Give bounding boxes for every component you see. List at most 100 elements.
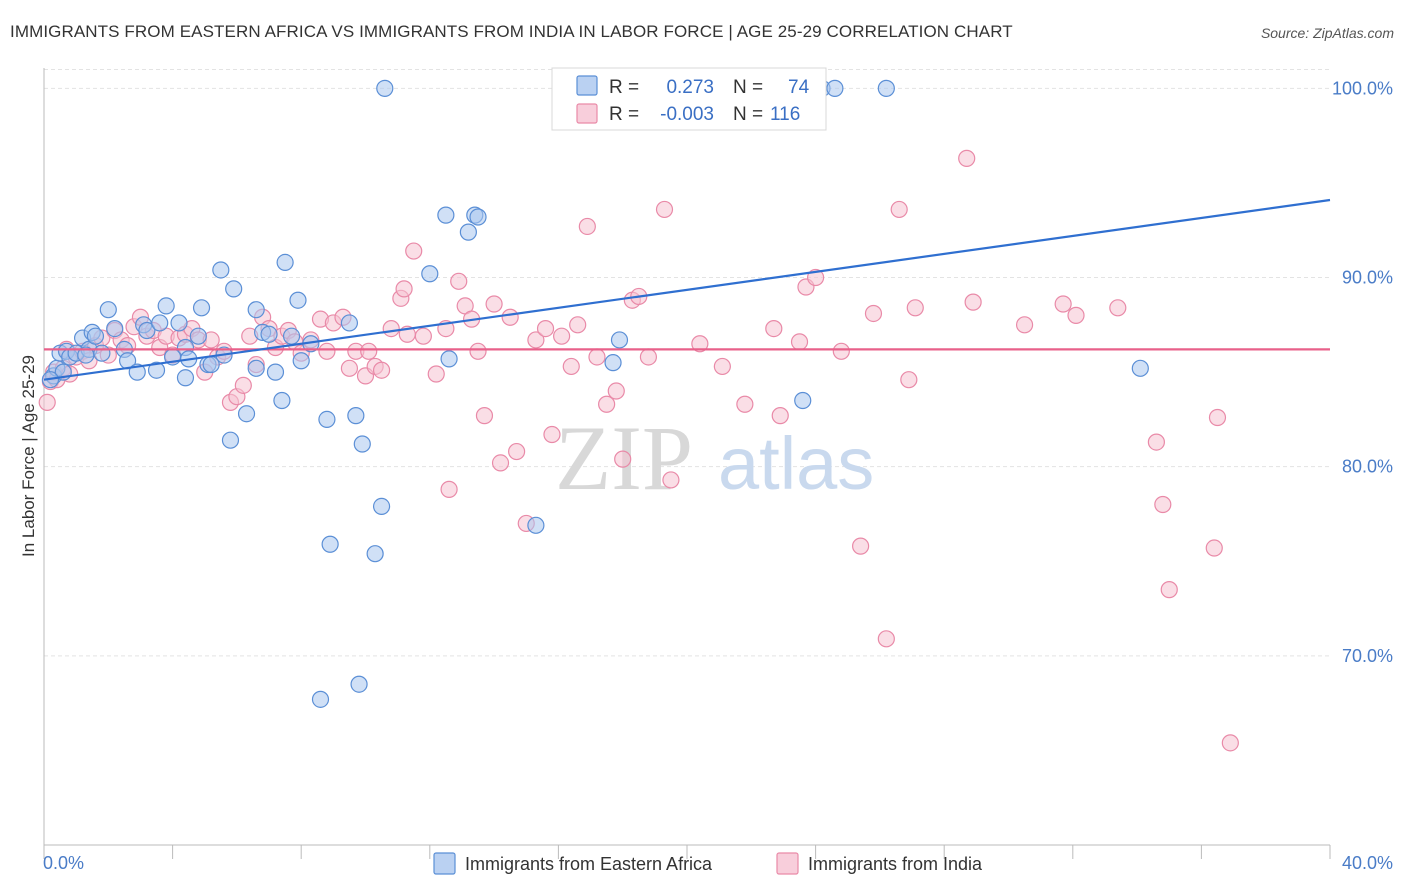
scatter-point [212,261,230,279]
scatter-point [157,297,175,315]
scatter-point [292,352,310,370]
watermark-atlas: atlas [718,422,874,505]
trend-lines [43,198,1331,381]
series-eastern-africa-points [41,79,1149,708]
scatter-point [1221,734,1239,752]
scatter-point [508,442,526,461]
scatter-point [138,321,156,340]
scatter-point [610,331,629,349]
scatter-point [273,391,291,410]
x-tick-label-max: 40.0% [1342,853,1393,873]
scatter-point [405,242,423,260]
scatter-point [1208,408,1227,427]
scatter-point [1160,581,1178,599]
scatter-point [347,407,365,425]
scatter-point [366,545,384,563]
scatter-point [247,301,265,319]
scatter-point [86,327,105,345]
x-ticks [43,845,1331,859]
y-tick-label: 80.0% [1342,457,1393,477]
scatter-point [311,690,330,708]
scatter-point [771,407,789,425]
scatter-point [614,450,632,468]
legend-r-value-eastern-africa: 0.273 [666,77,714,98]
scatter-point [469,208,487,226]
scatter-point [536,320,555,338]
scatter-point [450,272,468,290]
scatter-point [237,405,256,423]
x-tick-label-min: 0.0% [43,853,84,873]
scatter-point [1109,299,1127,317]
legend-n-label-eastern-africa: N = [733,77,763,98]
legend-box [551,67,827,131]
scatter-point [440,350,458,368]
scatter-point [543,425,561,444]
y-tick-label: 70.0% [1342,646,1393,666]
scatter-point [440,480,458,498]
gridlines [44,68,1330,657]
scatter-point [318,342,336,360]
scatter-point [832,342,850,360]
scatter-point [282,327,301,345]
scatter-point [485,295,503,313]
scatter-point [170,314,188,332]
watermark: ZIP atlas [555,407,874,509]
scatter-point [147,361,166,379]
scatter-point [691,335,709,353]
series-legend: Immigrants from Eastern Africa Immigrant… [433,852,983,875]
scatter-point [340,314,359,332]
scatter-point [276,253,294,271]
scatter-point [794,391,812,410]
scatter-point [852,537,870,555]
legend-label-india: Immigrants from India [808,854,983,874]
scatter-point [38,393,56,411]
scatter-point [266,363,285,381]
scatter-point [604,354,622,372]
scatter-point [247,359,265,377]
scatter-point [99,301,117,319]
scatter-point [1154,495,1172,514]
scatter-point [225,280,243,298]
scatter-point [598,395,616,413]
scatter-point [562,357,580,376]
correlation-legend: R = 0.273 N = 74 R = -0.003 N = 116 [551,67,827,131]
scatter-point [790,333,809,351]
scatter-point [176,369,195,387]
scatter-point [469,342,487,360]
legend-r-label-india: R = [609,104,639,125]
legend-swatch-eastern-africa [576,75,598,96]
scatter-point [189,327,207,345]
chart-source: Source: ZipAtlas.com [1260,25,1394,41]
scatter-point [527,331,545,349]
scatter-point [372,361,391,379]
y-tick-label: 90.0% [1342,268,1393,288]
scatter-point [1131,359,1149,377]
scatter-point [395,280,413,298]
scatter-point [376,79,394,97]
scatter-point [964,293,982,311]
scatter-point [491,454,510,472]
scatter-point [527,516,545,534]
legend-swatch-eastern-africa-bottom [433,852,456,875]
scatter-point [106,320,124,338]
scatter-point [900,371,918,389]
scatter-point [289,291,307,309]
scatter-point [826,79,844,97]
scatter-point [234,376,252,394]
y-tick-labels: 70.0% 80.0% 90.0% 100.0% [1332,78,1393,665]
scatter-point [553,327,571,345]
scatter-point [1205,539,1223,557]
y-tick-label: 100.0% [1332,78,1393,98]
scatter-point [1147,433,1165,451]
scatter-point [260,325,278,343]
scatter-point [475,407,494,425]
scatter-point [459,223,477,241]
legend-r-label-eastern-africa: R = [609,77,639,98]
y-axis-title: In Labor Force | Age 25-29 [19,355,38,557]
scatter-point [221,431,240,449]
scatter-point [353,435,371,453]
scatter-point [372,497,391,516]
scatter-point [93,344,111,362]
scatter-point [877,630,895,648]
scatter-point [318,410,336,428]
